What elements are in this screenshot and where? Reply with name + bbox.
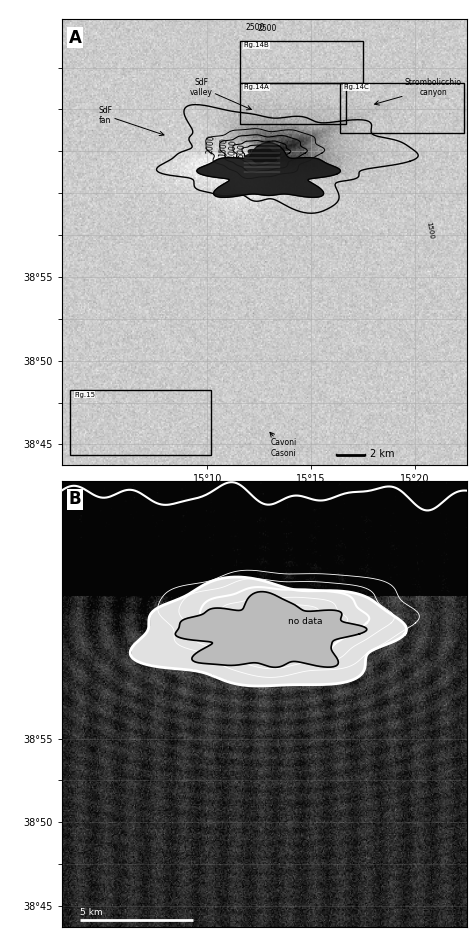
Text: 1500: 1500 bbox=[219, 137, 229, 157]
Text: 2 km: 2 km bbox=[370, 448, 394, 459]
Text: SdF
valley: SdF valley bbox=[190, 78, 251, 110]
Text: 1000: 1000 bbox=[228, 139, 238, 159]
Polygon shape bbox=[175, 591, 367, 667]
Text: Fig.14A: Fig.14A bbox=[244, 84, 269, 90]
Text: 2500: 2500 bbox=[246, 23, 265, 32]
Polygon shape bbox=[245, 148, 281, 163]
Text: 1500: 1500 bbox=[425, 220, 434, 239]
Text: 5 km: 5 km bbox=[80, 908, 103, 917]
Text: 2500: 2500 bbox=[258, 24, 277, 33]
Text: 2000: 2000 bbox=[205, 134, 216, 154]
Text: Fig.15: Fig.15 bbox=[74, 392, 95, 397]
Text: SdF
fan: SdF fan bbox=[98, 106, 164, 135]
Text: Cavoni
Casoni: Cavoni Casoni bbox=[270, 432, 297, 458]
Text: Fig.14C: Fig.14C bbox=[344, 84, 369, 90]
Polygon shape bbox=[197, 143, 340, 198]
Text: 500: 500 bbox=[237, 143, 246, 159]
Text: Strombolicchio
canyon: Strombolicchio canyon bbox=[374, 78, 462, 105]
Text: no data: no data bbox=[288, 617, 322, 626]
Text: A: A bbox=[69, 28, 82, 46]
Text: Fig.14B: Fig.14B bbox=[244, 43, 269, 48]
Text: B: B bbox=[69, 490, 82, 508]
